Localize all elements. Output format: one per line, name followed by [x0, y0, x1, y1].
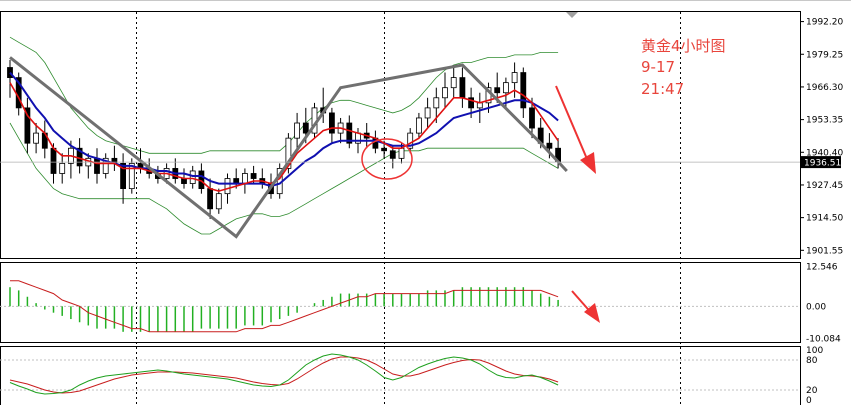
bollinger-upper	[9, 36, 559, 154]
ma-fast-line	[9, 82, 559, 192]
period-separators	[136, 12, 681, 405]
bollinger-bands	[9, 36, 559, 235]
annotation-title: 黄金4小时图	[641, 37, 726, 55]
candle-body	[442, 87, 448, 99]
candle-body	[381, 147, 388, 152]
chart-shift-marker-icon[interactable]	[566, 12, 578, 18]
price-tick-label: 1992.20	[806, 18, 843, 28]
price-tick-label: 1966.30	[806, 83, 843, 93]
macd-tick-label: 0.00	[806, 302, 826, 312]
price-tick-label: 1940.40	[806, 148, 843, 158]
current-price-label: 1936.51	[804, 159, 841, 169]
annotation-time: 21:47	[641, 80, 684, 98]
candle-body	[102, 157, 109, 174]
candle-body	[294, 122, 301, 139]
current-price-badge	[801, 156, 841, 169]
candle-body	[24, 107, 31, 144]
candle-body	[389, 150, 396, 159]
candle-body	[407, 132, 414, 149]
candle-body	[207, 188, 214, 210]
zigzag-polyline	[9, 56, 568, 239]
macd-tick-label: 12.546	[806, 262, 838, 272]
price-axis: 1992.20 1979.25 1966.30 1953.35 1940.40 1927.…	[0, 18, 843, 256]
ma-slow-line	[9, 71, 559, 188]
stoch-main-line	[9, 353, 559, 395]
candle-body	[346, 122, 353, 144]
candle-body	[546, 142, 553, 149]
highlight-circle	[361, 138, 413, 180]
candle-body	[494, 87, 501, 94]
candle-body	[424, 107, 431, 119]
macd-indicator: 12.546 0.00 -10.084	[0, 262, 841, 344]
candle-body	[450, 77, 457, 89]
candle-body	[189, 170, 196, 184]
candle-body	[502, 82, 509, 94]
candle-body	[7, 67, 13, 78]
candle-body	[520, 72, 527, 109]
stoch-tick-label: 0	[806, 396, 812, 405]
main-panel-frame	[0, 11, 801, 259]
down-arrow-icon	[555, 85, 596, 174]
candle-body	[468, 97, 475, 109]
macd-panel-frame	[0, 262, 801, 343]
price-tick-label: 1914.50	[806, 214, 843, 224]
macd-signal-line	[10, 280, 559, 333]
candle-body	[128, 162, 135, 190]
price-tick-label: 1927.45	[806, 181, 843, 191]
candle-body	[59, 162, 66, 174]
price-tick-label: 1953.35	[806, 116, 843, 126]
candle-body	[398, 147, 405, 159]
candle-body	[328, 112, 335, 134]
candle-body	[33, 132, 39, 144]
macd-tick-label: -10.084	[806, 334, 841, 344]
candle-body	[285, 137, 292, 169]
candle-body	[302, 122, 309, 134]
zigzag-line	[9, 56, 568, 239]
price-tick-label: 1901.55	[806, 246, 843, 256]
stoch-tick-label: 80	[806, 356, 818, 366]
stoch-tick-label: 20	[806, 386, 818, 396]
stoch-tick-label: 100	[806, 346, 823, 356]
annotation-date: 9-17	[641, 58, 675, 76]
bollinger-lower	[9, 122, 559, 235]
candle-body	[415, 117, 422, 134]
candle-body	[50, 147, 57, 174]
candle-body	[459, 77, 466, 99]
candle-body	[511, 72, 518, 84]
candle-body	[215, 193, 222, 210]
candle-body	[529, 107, 535, 129]
stoch-signal-line	[9, 356, 559, 394]
candle-body	[94, 157, 100, 174]
candle-body	[224, 178, 231, 195]
price-tick-label: 1979.25	[806, 50, 843, 60]
down-arrow-icon-macd	[571, 290, 600, 323]
candle-body	[120, 162, 126, 190]
candle-body	[250, 173, 257, 179]
moving-averages	[9, 71, 559, 192]
candle-body	[433, 97, 440, 109]
candle-body	[241, 173, 248, 184]
